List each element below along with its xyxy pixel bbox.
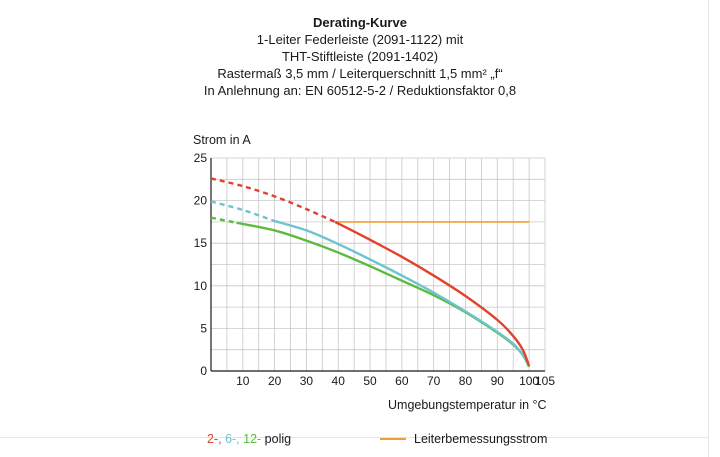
series-12-polig-dashed: [210, 216, 237, 224]
x-tick-label: 30: [300, 374, 314, 388]
x-tick-label: 105: [535, 374, 555, 388]
x-tick-label: 20: [268, 374, 282, 388]
legend-poles: 2-, 6-, 12- polig: [207, 432, 291, 446]
y-tick-label: 10: [194, 279, 208, 293]
chart-title: Derating-Kurve: [313, 15, 407, 30]
x-axis-label: Umgebungstemperatur in °C: [388, 398, 547, 412]
chart-subtitle-2: THT-Stiftleiste (2091-1402): [281, 49, 439, 64]
legend-rated-current-label: Leiterbemessungsstrom: [414, 432, 548, 446]
legend-rated-current-swatch: [380, 437, 406, 440]
x-tick-label: 40: [332, 374, 346, 388]
legend-polig: polig: [264, 432, 292, 446]
chart-subtitle-3: Rastermaß 3,5 mm / Leiterquerschnitt 1,5…: [217, 66, 503, 81]
chart-title-block: Derating-Kurve 1-Leiter Federleiste (209…: [0, 14, 720, 99]
x-tick-label: 90: [491, 374, 505, 388]
series-12-polig-solid: [236, 221, 531, 368]
right-divider: [708, 0, 709, 457]
x-tick-label: 10: [236, 374, 250, 388]
bottom-divider: [0, 437, 708, 438]
series-2-polig-solid: [334, 220, 531, 367]
legend-pole-2: 2-,: [207, 432, 226, 446]
x-tick-label: 50: [363, 374, 377, 388]
y-tick-label: 25: [194, 151, 208, 165]
x-tick-label: 60: [395, 374, 409, 388]
y-tick-label: 5: [200, 321, 207, 335]
y-tick-label: 20: [194, 194, 208, 208]
y-tick-label: 15: [194, 236, 208, 250]
y-axis-label: Strom in A: [193, 133, 251, 147]
series-2-polig-dashed: [210, 177, 336, 223]
chart-subtitle-4: In Anlehnung an: EN 60512-5-2 / Reduktio…: [203, 83, 517, 98]
legend-pole-12: 12-: [243, 432, 265, 446]
legend-pole-6: 6-,: [225, 432, 244, 446]
x-tick-label: 70: [427, 374, 441, 388]
y-tick-label: 0: [200, 364, 207, 378]
x-tick-label: 80: [459, 374, 473, 388]
legend-rated-current: Leiterbemessungsstrom: [380, 432, 547, 446]
chart-subtitle-1: 1-Leiter Federleiste (2091-1122) mit: [256, 32, 464, 47]
x-tick-label: 100: [519, 374, 539, 388]
series-6-polig-solid: [274, 219, 531, 367]
